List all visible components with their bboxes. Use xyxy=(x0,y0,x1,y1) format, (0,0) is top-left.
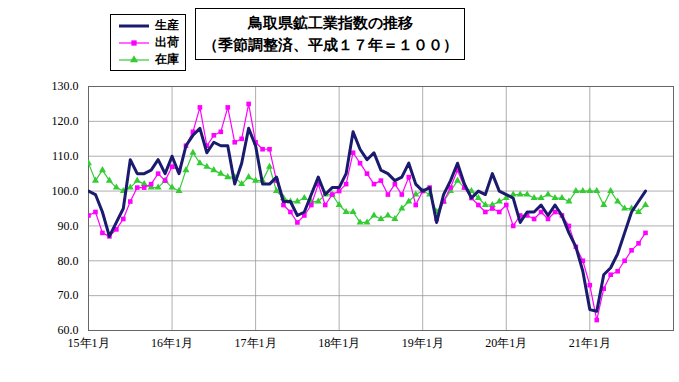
svg-text:15年1月: 15年1月 xyxy=(68,336,110,350)
svg-text:100.0: 100.0 xyxy=(52,184,79,198)
svg-text:18年1月: 18年1月 xyxy=(318,336,360,350)
svg-text:70.0: 70.0 xyxy=(58,288,79,302)
html-text:在庫: 在庫 xyxy=(155,52,179,66)
html-text:生産: 生産 xyxy=(155,18,179,32)
svg-text:120.0: 120.0 xyxy=(52,114,79,128)
html-text:鳥取県鉱工業指数の推移: 鳥取県鉱工業指数の推移 xyxy=(247,14,413,32)
svg-text:20年1月: 20年1月 xyxy=(485,336,527,350)
svg-text:19年1月: 19年1月 xyxy=(402,336,444,350)
svg-text:130.0: 130.0 xyxy=(52,79,79,93)
svg-text:16年1月: 16年1月 xyxy=(151,336,193,350)
svg-text:60.0: 60.0 xyxy=(57,323,79,338)
svg-text:90.0: 90.0 xyxy=(58,219,79,233)
svg-text:110.0: 110.0 xyxy=(52,149,79,163)
svg-text:21年1月: 21年1月 xyxy=(569,336,611,350)
html-text:出荷: 出荷 xyxy=(155,35,179,49)
svg-text:17年1月: 17年1月 xyxy=(235,336,277,350)
svg-text:80.0: 80.0 xyxy=(58,254,79,268)
html-text:（季節調整済、平成１７年＝１００）: （季節調整済、平成１７年＝１００） xyxy=(202,36,458,54)
